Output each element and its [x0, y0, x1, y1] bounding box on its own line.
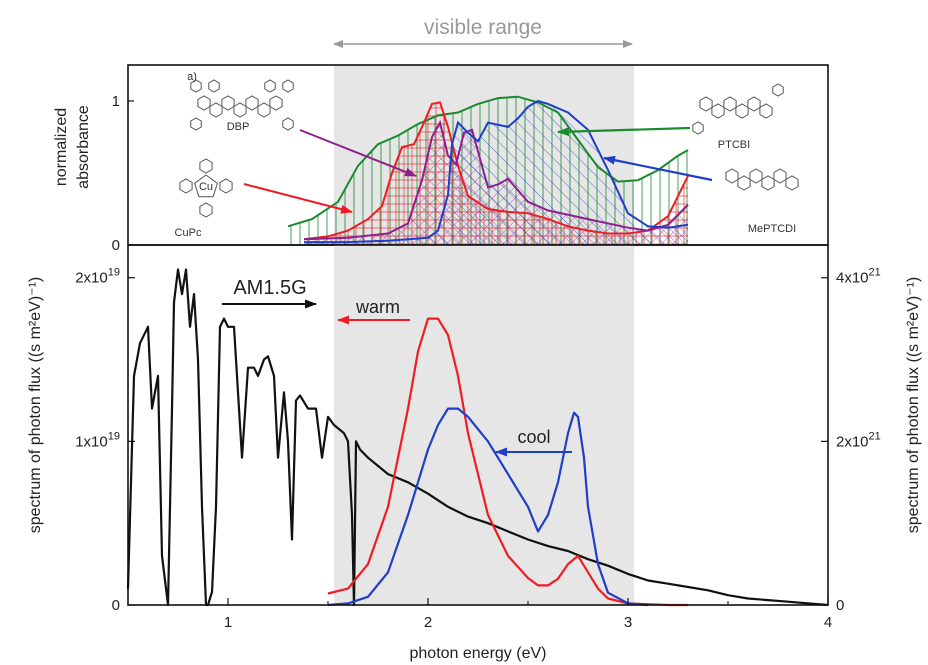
panel-a-label: a) [187, 71, 197, 83]
meptcdi-ring [761, 175, 775, 191]
visible-range-label: visible range [424, 16, 542, 39]
x-tick-label: 1 [224, 614, 232, 631]
ptcbi-ring [747, 96, 761, 112]
x-tick-label: 2 [424, 614, 432, 631]
absorbance-line-ptcbi [287, 95, 689, 228]
ptcbi-benzimidazole-ring [772, 83, 784, 97]
dbp-ring [269, 95, 283, 111]
cupc-benzo-ring [199, 202, 213, 218]
am15g-label: AM1.5G [233, 277, 306, 299]
meptcdi-ring [725, 168, 739, 184]
absorbance-y-label-line1: normalized [53, 108, 70, 186]
ptcbi-arrow [557, 126, 691, 137]
ptcbi-ring [699, 96, 713, 112]
ptcbi-benzimidazole-ring [692, 121, 704, 135]
dbp-phenyl-ring [208, 79, 220, 93]
dbp-phenyl-ring [282, 79, 294, 93]
dbp-ring [209, 102, 223, 118]
cupc-core [194, 174, 218, 198]
dbp-phenyl-ring [282, 117, 294, 131]
y-right-axis-label: spectrum of photon flux ((s m²eV)⁻¹) [905, 277, 922, 534]
meptcdi-ring [785, 175, 799, 191]
flux-line-am15g [126, 268, 829, 607]
y-left-tick-label: 2x1019 [75, 267, 120, 287]
absorbance-y-tick-label: 0 [112, 237, 120, 254]
cool-label: cool [517, 427, 550, 447]
visible-range-shading-bottom [334, 245, 634, 605]
flux-line-warm [327, 317, 688, 607]
dbp-ring [197, 95, 211, 111]
absorbance-line-cupc [303, 101, 689, 241]
absorbance-panel: 0 1 normalized absorbance [53, 64, 829, 254]
ptcbi-ring [711, 103, 725, 119]
annotations: AM1.5G warm cool [222, 126, 713, 457]
cupc-arrow [243, 183, 353, 214]
molecule-structures: DBP a) Cu CuPc PTCBI MePTCDI [175, 71, 799, 239]
x-tick-label: 3 [624, 614, 632, 631]
meptcdi-arrow [603, 155, 713, 182]
flux-frame [127, 244, 829, 606]
dbp-phenyl-ring [264, 79, 276, 93]
absorbance-y-label-line2: absorbance [75, 105, 92, 189]
dbp-ring [221, 95, 235, 111]
dbp-ring [233, 102, 247, 118]
dbp-phenyl-ring [190, 79, 202, 93]
x-tick-label: 4 [824, 614, 832, 631]
absorbance-line-dbp [303, 119, 689, 241]
absorbance-area-meptcdi [304, 101, 688, 245]
ptcbi-label: PTCBI [718, 139, 750, 151]
warm-label: warm [355, 297, 400, 317]
meptcdi-ring [749, 168, 763, 184]
y-left-tick-label: 0 [112, 597, 120, 614]
y-left-tick-label: 1x1019 [75, 430, 120, 450]
flux-line-cool [327, 407, 649, 607]
ptcbi-ring [723, 96, 737, 112]
dbp-label: DBP [227, 121, 250, 133]
cupc-benzo-ring [219, 178, 233, 194]
dbp-ring [245, 95, 259, 111]
y-right-tick-label: 4x1021 [836, 267, 881, 287]
cupc-cu-label: Cu [199, 181, 213, 193]
meptcdi-label: MePTCDI [748, 223, 796, 235]
x-axis-label: photon energy (eV) [410, 645, 547, 662]
meptcdi-ring [737, 175, 751, 191]
meptcdi-ring [773, 168, 787, 184]
dbp-ring [257, 102, 271, 118]
absorbance-line-meptcdi [304, 99, 689, 244]
dbp-arrow [299, 129, 417, 177]
cupc-benzo-ring [199, 158, 213, 174]
ptcbi-ring [735, 103, 749, 119]
y-right-tick-label: 2x1021 [836, 430, 881, 450]
absorbance-area-cupc [304, 102, 688, 246]
absorbance-y-tick-label: 1 [112, 93, 120, 110]
ptcbi-ring [759, 103, 773, 119]
cupc-label: CuPc [175, 227, 202, 239]
cupc-benzo-ring [179, 178, 193, 194]
y-left-axis-label: spectrum of photon flux ((s m²eV)⁻¹) [27, 277, 44, 534]
y-right-tick-label: 0 [836, 597, 844, 614]
dbp-phenyl-ring [190, 117, 202, 131]
